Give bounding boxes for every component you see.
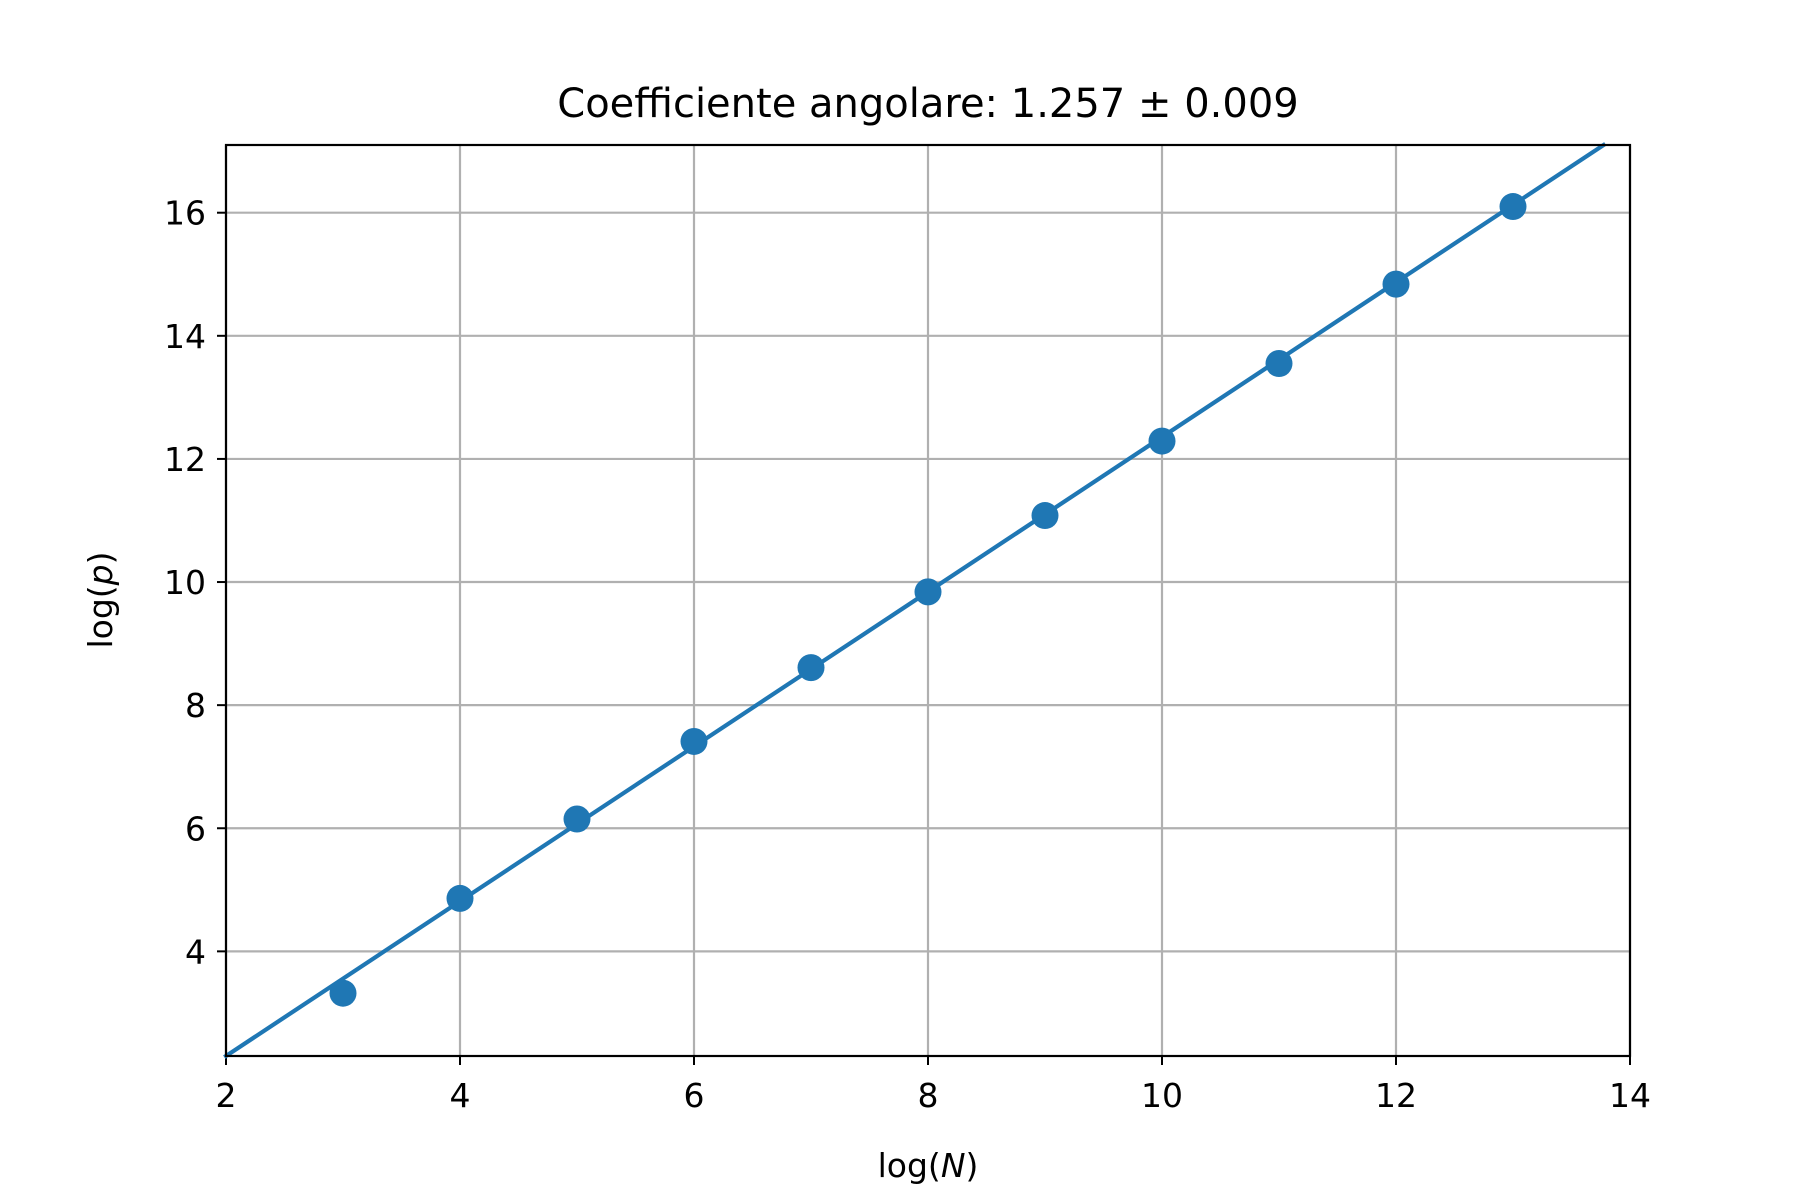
data-point [797,654,825,682]
y-tick-label: 4 [185,932,206,971]
x-tick-label: 6 [684,1076,705,1115]
data-point [1148,427,1176,455]
data-point [329,979,357,1007]
x-tick-label: 4 [450,1076,471,1115]
plot-marks [223,142,1607,1059]
y-axis-label: log(p) [81,551,120,648]
y-tick-label: 6 [185,809,206,848]
y-tick-label: 16 [164,194,206,233]
y-tick-label: 10 [164,563,206,602]
data-point [1382,270,1410,298]
plot-frame [224,143,1632,1058]
data-point [680,727,708,755]
y-tick-label: 12 [164,440,206,479]
x-tick-label: 8 [918,1076,939,1115]
data-point [1031,502,1059,530]
data-point [1499,193,1527,221]
y-tick-label: 8 [185,686,206,725]
data-point [914,578,942,606]
data-point [563,805,591,833]
ticks: 2 4 6 8 10 12 14 4 6 8 10 12 14 16 [164,194,1651,1115]
x-tick-label: 12 [1375,1076,1417,1115]
y-tick-label: 14 [164,317,206,356]
x-tick-label: 10 [1141,1076,1183,1115]
x-tick-label: 2 [216,1076,237,1115]
chart-title: Coefficiente angolare: 1.257 ± 0.009 [557,81,1298,127]
data-point [446,884,474,912]
x-axis-label: log(N) [878,1146,979,1185]
x-tick-label: 14 [1609,1076,1651,1115]
data-point [1265,350,1293,378]
